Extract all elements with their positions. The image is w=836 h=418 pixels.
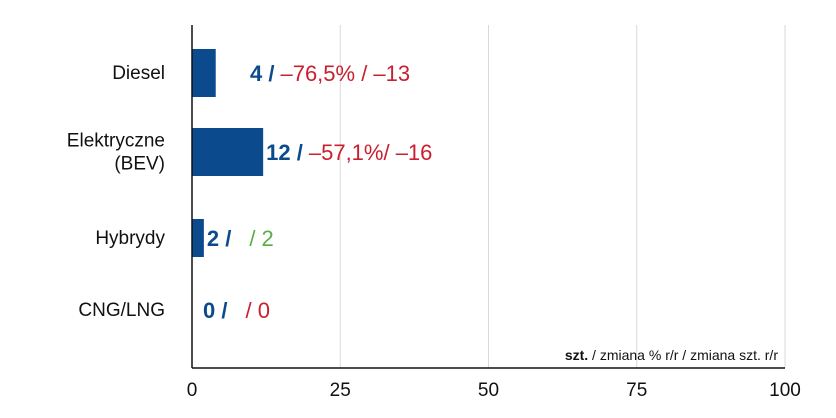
category-label-0: Diesel — [112, 63, 165, 84]
value-label-2: 2 / — [207, 226, 231, 251]
change-label-1: –57,1%/ –16 — [309, 140, 433, 165]
category-labels: Diesel Elektryczne (BEV) Hybrydy CNG/LNG — [67, 63, 166, 321]
x-tick-label-0: 0 — [187, 380, 198, 401]
x-tick-label-50: 50 — [478, 380, 499, 401]
data-labels: 4 /–76,5% / –13 12 /–57,1%/ –16 2 / / 2 0 / /… — [203, 61, 432, 323]
grid-lines — [339, 25, 786, 368]
legend-note: szt. / zmiana % r/r / zmiana szt. r/r — [565, 347, 778, 363]
legend-description: / zmiana % r/r / zmiana szt. r/r — [588, 347, 778, 363]
x-tick-label-25: 25 — [330, 380, 351, 401]
x-tick-label-100: 100 — [769, 380, 801, 401]
bar-0 — [192, 49, 216, 97]
category-label-3: CNG/LNG — [78, 300, 165, 321]
bar-1 — [192, 128, 264, 176]
bars — [192, 49, 264, 257]
bar-2 — [192, 219, 204, 257]
change-label-3: / 0 — [245, 298, 269, 323]
change-label-0: –76,5% / –13 — [280, 61, 410, 86]
value-label-0: 4 / — [250, 61, 274, 86]
legend-unit: szt. — [565, 347, 588, 363]
value-label-1: 12 / — [266, 140, 303, 165]
x-tick-label-75: 75 — [626, 380, 647, 401]
value-label-3: 0 / — [203, 298, 227, 323]
category-label-2: Hybrydy — [95, 228, 165, 249]
x-tick-labels: 0 25 50 75 100 — [187, 380, 801, 401]
change-label-2: / 2 — [249, 226, 273, 251]
category-label-1: Elektryczne (BEV) — [67, 131, 165, 175]
